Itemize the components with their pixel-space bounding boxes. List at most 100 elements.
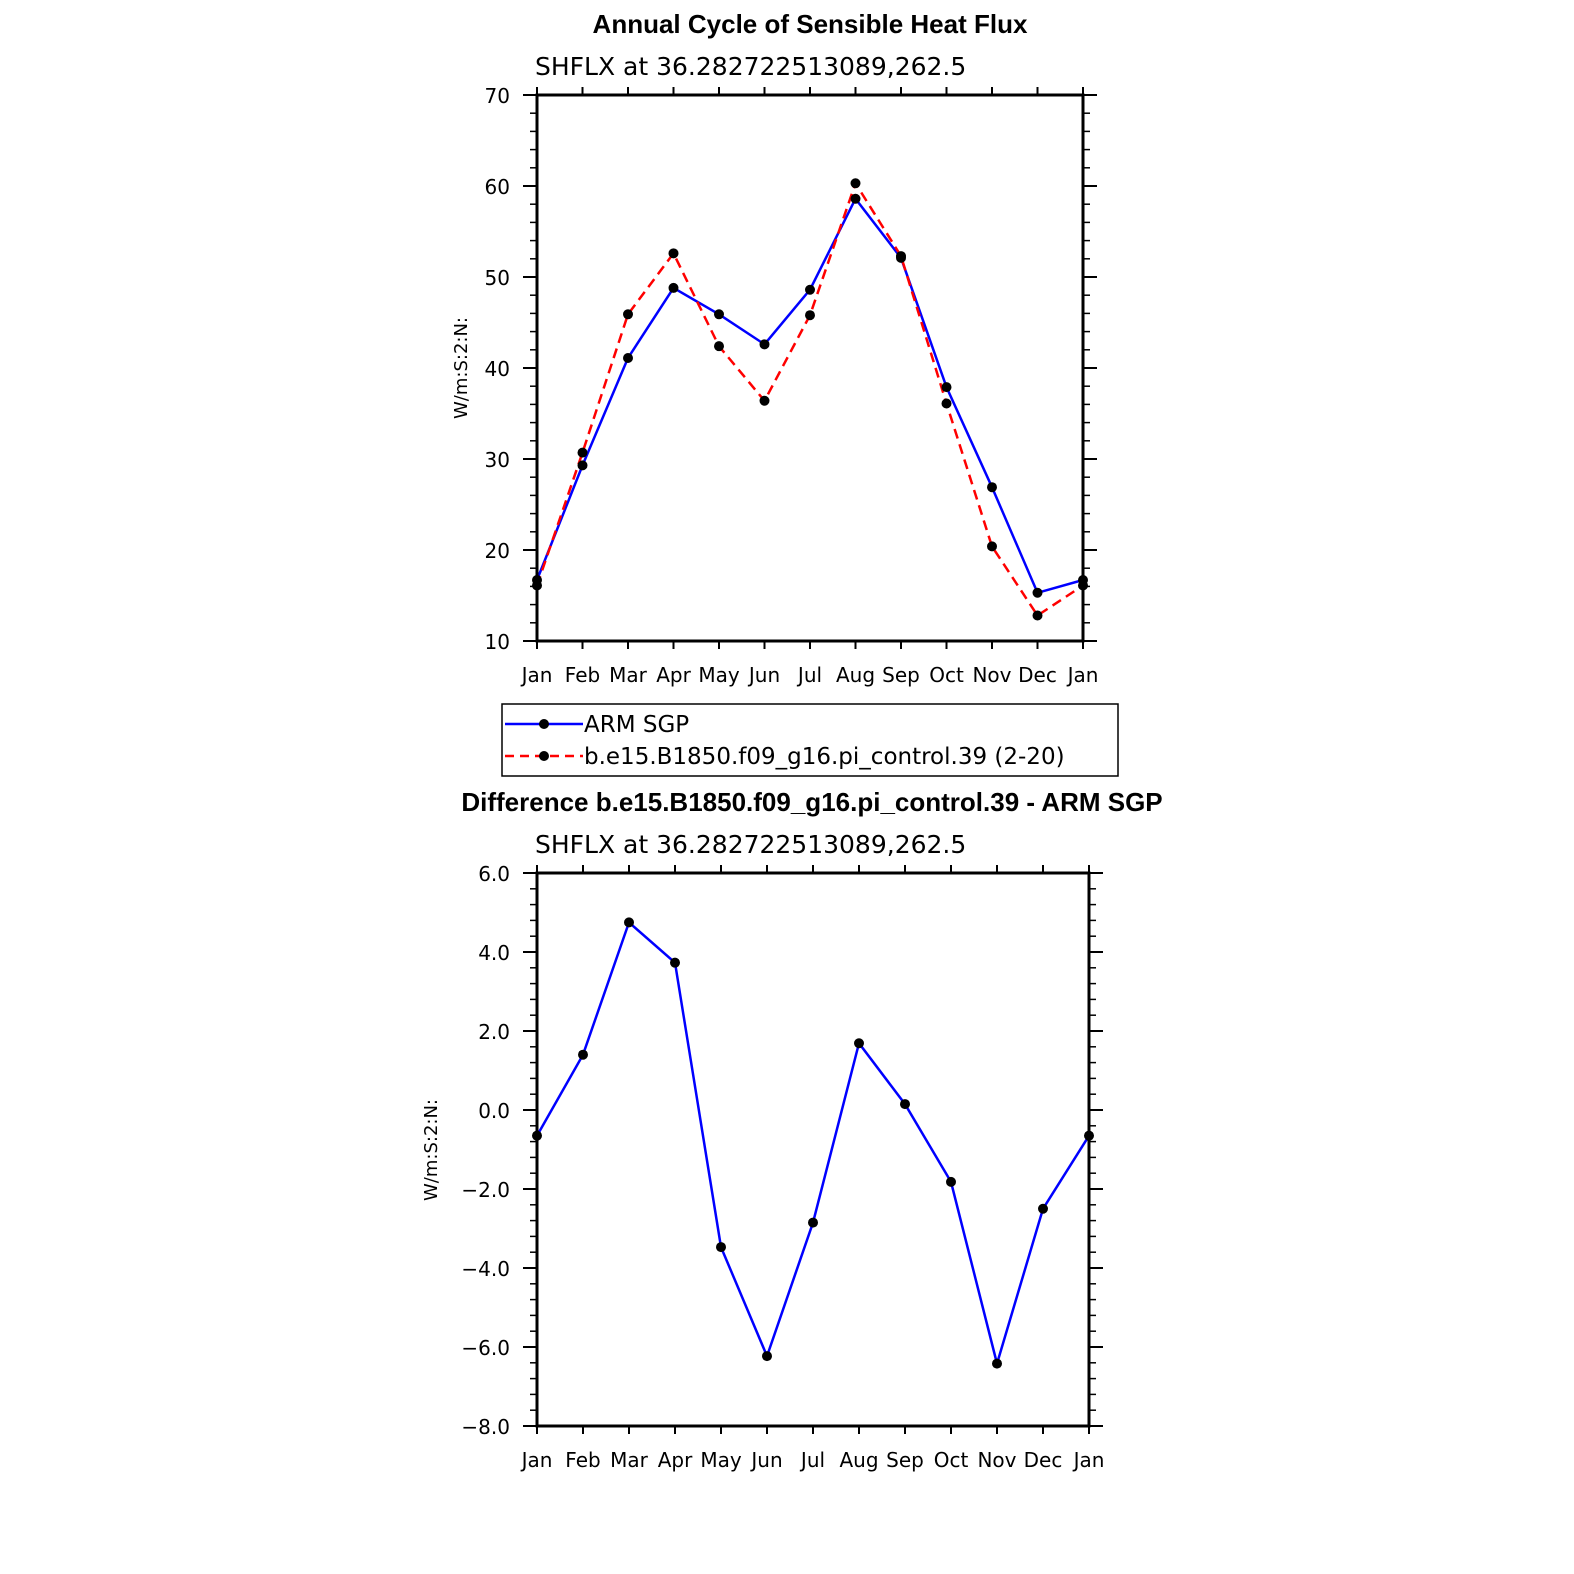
y-tick-label: 50 — [485, 266, 510, 290]
x-tick-label: Dec — [1024, 1448, 1063, 1472]
x-tick-label: May — [698, 663, 740, 687]
series-line-0 — [535, 196, 1084, 595]
legend-label-model: b.e15.B1850.f09_g16.pi_control.39 (2-20) — [584, 744, 1065, 770]
x-tick-label: Jan — [1066, 663, 1099, 687]
data-point-0 — [946, 1176, 956, 1187]
y-tick-label: −4.0 — [461, 1257, 510, 1281]
plot-frame — [535, 93, 1085, 643]
x-tick-label: Oct — [934, 1448, 969, 1472]
data-point-1 — [668, 248, 679, 259]
x-tick-label: Nov — [972, 663, 1011, 687]
y-tick-label: 70 — [485, 84, 510, 108]
x-tick-label: Jan — [1072, 1448, 1105, 1472]
difference-chart: Difference b.e15.B1850.f09_g16.pi_contro… — [421, 787, 1163, 1472]
data-point-0 — [850, 193, 861, 204]
chart-subtitle: SHFLX at 36.282722513089,262.5 — [535, 830, 966, 859]
data-point-1 — [941, 398, 952, 409]
data-point-0 — [714, 309, 724, 320]
data-point-0 — [805, 284, 815, 295]
chart-title: Difference b.e15.B1850.f09_g16.pi_contro… — [461, 787, 1162, 817]
data-point-1 — [577, 447, 588, 458]
data-point-0 — [716, 1242, 726, 1253]
data-point-0 — [992, 1358, 1002, 1369]
x-tick-label: May — [700, 1448, 742, 1472]
y-tick-label: 20 — [485, 539, 510, 563]
x-tick-label: Nov — [977, 1448, 1016, 1472]
x-tick-label: Oct — [929, 663, 964, 687]
x-tick-label: Jun — [749, 1448, 782, 1472]
y-axis-label: W/m:S:2:N: — [421, 1099, 442, 1201]
data-point-1 — [850, 178, 861, 189]
data-point-0 — [623, 352, 633, 363]
data-point-0 — [1032, 587, 1043, 598]
y-axis-label: W/m:S:2:N: — [451, 317, 472, 419]
data-point-0 — [624, 917, 634, 928]
x-tick-label: Feb — [565, 663, 600, 687]
y-tick-label: 10 — [485, 630, 510, 654]
series-layer — [532, 178, 1088, 621]
data-point-1 — [896, 251, 906, 262]
data-point-0 — [941, 382, 952, 393]
data-point-0 — [808, 1217, 818, 1228]
data-point-0 — [577, 460, 588, 471]
x-tick-label: Jul — [799, 1448, 825, 1472]
chart-subtitle: SHFLX at 36.282722513089,262.5 — [535, 52, 966, 81]
tick-labels: Jan Feb Mar Apr May Jun Jul Aug Sep Oct Nov Dec Jan 1… — [485, 84, 1099, 687]
legend-marker-arm-sgp — [539, 719, 549, 729]
x-tick-label: Mar — [609, 663, 648, 687]
data-point-0 — [670, 957, 680, 968]
legend-label-arm-sgp: ARM SGP — [584, 712, 689, 738]
y-tick-label: 4.0 — [478, 941, 510, 965]
x-tick-label: Aug — [839, 1448, 878, 1472]
data-point-1 — [987, 541, 997, 552]
chart-title: Annual Cycle of Sensible Heat Flux — [593, 9, 1028, 39]
x-tick-label: Sep — [882, 663, 920, 687]
x-tick-label: Apr — [656, 663, 691, 687]
data-point-1 — [623, 309, 633, 320]
data-point-0 — [759, 339, 770, 350]
x-tick-label: Mar — [610, 1448, 649, 1472]
series-line-1 — [535, 180, 1084, 618]
data-point-0 — [1038, 1203, 1048, 1214]
x-tick-label: Aug — [836, 663, 875, 687]
data-point-0 — [578, 1049, 588, 1060]
x-tick-label: Jul — [796, 663, 822, 687]
x-tick-label: Apr — [658, 1448, 693, 1472]
data-point-0 — [900, 1099, 910, 1110]
x-tick-label: Sep — [886, 1448, 924, 1472]
tick-labels: Jan Feb Mar Apr May Jun Jul Aug Sep Oct Nov Dec Jan−… — [461, 862, 1104, 1472]
legend-box — [501, 703, 1119, 777]
legend-entry-model: b.e15.B1850.f09_g16.pi_control.39 (2-20) — [505, 744, 1065, 770]
annual-cycle-chart: Annual Cycle of Sensible Heat Flux SHFLX… — [451, 9, 1098, 687]
data-point-0 — [668, 282, 679, 293]
plot-frame — [535, 871, 1091, 1428]
legend: ARM SGP b.e15.B1850.f09_g16.pi_control.3… — [501, 703, 1119, 777]
x-tick-label: Jun — [747, 663, 780, 687]
data-point-0 — [762, 1351, 772, 1362]
legend-entry-arm-sgp: ARM SGP — [505, 712, 689, 738]
legend-marker-model — [539, 751, 549, 761]
data-point-1 — [759, 395, 770, 406]
y-tick-label: 0.0 — [478, 1099, 510, 1123]
x-tick-label: Dec — [1018, 663, 1057, 687]
x-tick-label: Jan — [520, 663, 553, 687]
series-layer — [532, 917, 1094, 1369]
axis-ticks — [523, 865, 1103, 1434]
y-tick-label: 6.0 — [478, 862, 510, 886]
y-tick-label: 60 — [485, 175, 510, 199]
y-tick-label: 2.0 — [478, 1020, 510, 1044]
y-tick-label: 40 — [485, 357, 510, 381]
data-point-0 — [987, 482, 997, 493]
data-point-1 — [1032, 610, 1043, 621]
series-line-0 — [535, 920, 1091, 1369]
x-tick-label: Jan — [520, 1448, 553, 1472]
x-tick-label: Feb — [565, 1448, 600, 1472]
data-point-0 — [854, 1038, 864, 1049]
y-tick-label: −6.0 — [461, 1336, 510, 1360]
data-point-1 — [805, 310, 815, 321]
y-tick-label: 30 — [485, 448, 510, 472]
y-tick-label: −2.0 — [461, 1178, 510, 1202]
data-point-1 — [714, 341, 724, 352]
y-tick-label: −8.0 — [461, 1415, 510, 1439]
